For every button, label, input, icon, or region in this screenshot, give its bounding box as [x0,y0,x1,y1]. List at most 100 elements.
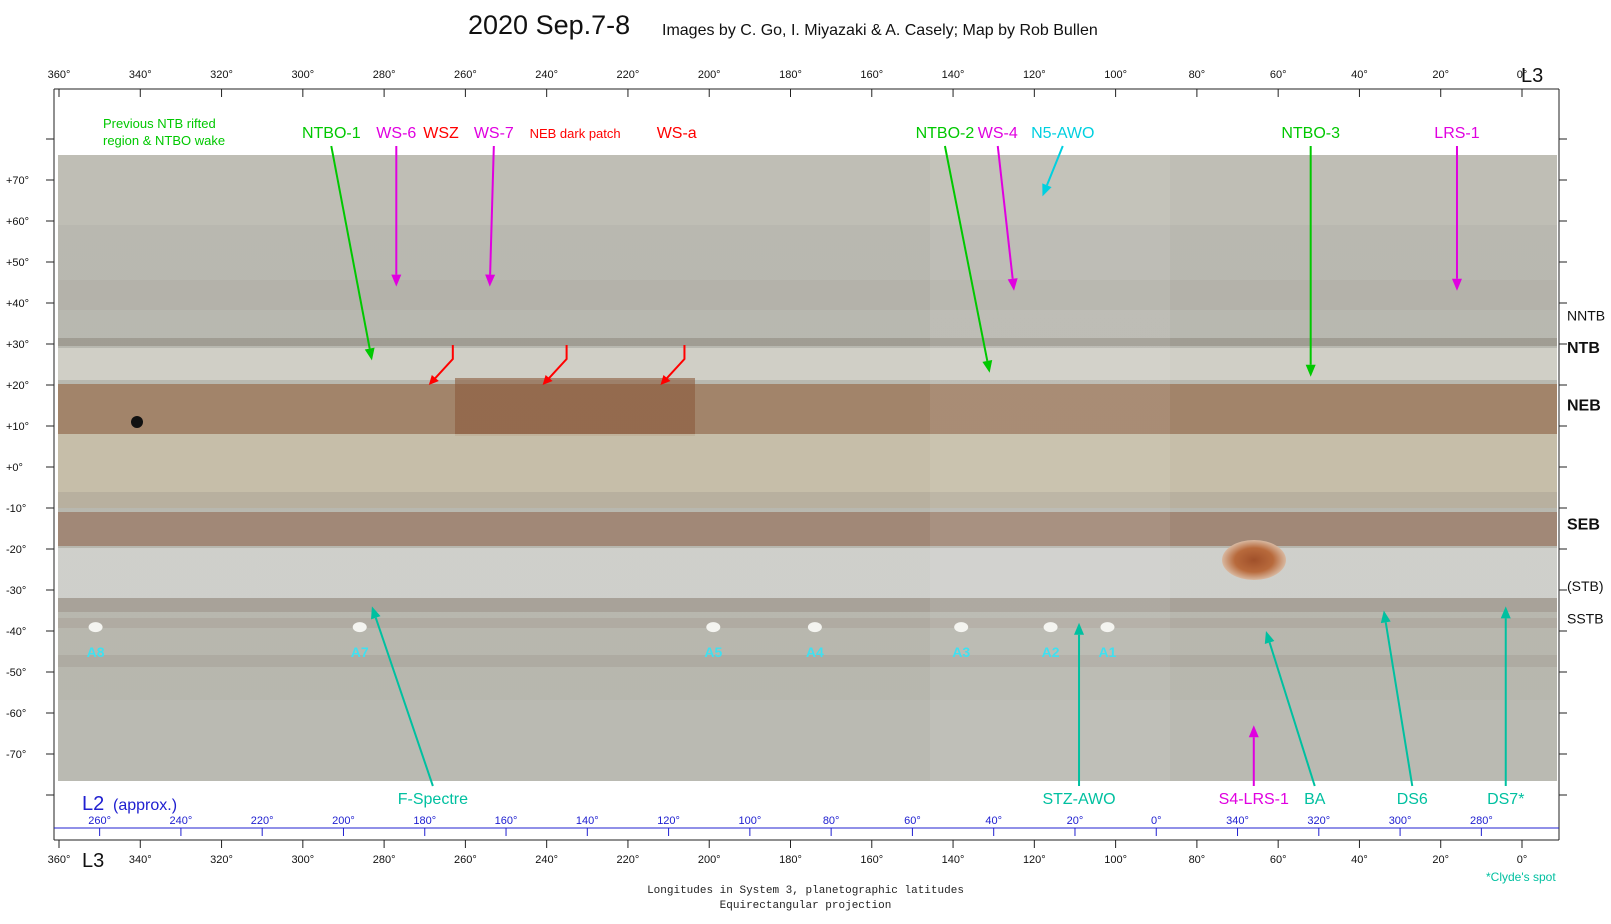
feature-label: NTBO-3 [1281,125,1340,142]
white-oval [807,622,822,633]
l3-bottom-tick-label: 40° [1351,854,1368,866]
l3-bottom-tick-label: 20° [1432,854,1449,866]
feature-arrow [374,617,434,787]
feature-label: F-Spectre [398,791,468,808]
l2-tick-label: 140° [576,815,599,827]
l3-bottom-tick-label: 0° [1517,854,1528,866]
l3-top-tick-label: 80° [1189,69,1206,81]
feature-arrow [996,145,1014,279]
belt-label: SSTB [1567,611,1604,627]
lat-tick-label: +70° [6,175,29,187]
l2-tick-label: 40° [985,815,1002,827]
lat-tick-label: +20° [6,380,29,392]
l2-tick-label: 260° [88,815,111,827]
lat-tick-label: -20° [6,544,26,556]
l3-top-tick-label: 20° [1432,69,1449,81]
footnote: *Clyde's spot [1486,870,1556,884]
white-oval [954,622,969,633]
l3-bottom-tick-label: 60° [1270,854,1287,866]
oval-label: A8 [87,644,105,660]
lat-tick-label: -30° [6,585,26,597]
lat-tick-label: -50° [6,667,26,679]
oval-label: A3 [952,644,970,660]
l3-bottom-tick-label: 180° [779,854,802,866]
l3-top-tick-label: 0° [1517,69,1528,81]
l3-top-tick-label: 220° [617,69,640,81]
lat-tick-label: +40° [6,298,29,310]
feature-arrow [943,145,989,362]
moon-shadow [131,416,143,428]
feature-arrow [1268,642,1316,787]
feature-arrowhead [1305,364,1316,377]
feature-label: DS6 [1397,791,1428,808]
belt-label: SEB [1567,516,1600,533]
feature-arrowhead [485,274,496,287]
lat-tick-label: +30° [6,339,29,351]
l2-tick-label: 100° [738,815,761,827]
note-line-2: region & NTBO wake [103,133,225,148]
feature-arrowhead [1451,278,1462,291]
feature-arrow [1046,145,1064,186]
feature-label: WS-a [657,125,697,142]
feature-label: DS7* [1487,791,1524,808]
feature-arrowhead [1074,622,1085,635]
feature-arrowhead [1264,631,1275,644]
lat-tick-label: +50° [6,257,29,269]
lat-tick-label: -40° [6,626,26,638]
white-oval [352,622,367,633]
l3-top-tick-label: 100° [1104,69,1127,81]
l3-bottom-tick-label: 280° [373,854,396,866]
l3-bottom-tick-label: 140° [942,854,965,866]
lat-tick-label: +60° [6,216,29,228]
lat-tick-label: -70° [6,749,26,761]
l3-bottom-tick-label: 160° [860,854,883,866]
lat-tick-label: -10° [6,503,26,515]
l3-top-tick-label: 260° [454,69,477,81]
l2-tick-label: 20° [1067,815,1084,827]
l2-tick-label: 300° [1389,815,1412,827]
feature-arrow [430,345,454,384]
l2-tick-label: 80° [823,815,840,827]
feature-arrow [661,345,686,384]
feature-arrowhead [371,606,381,620]
oval-label: A2 [1042,644,1060,660]
footer-line-1: Longitudes in System 3, planetographic l… [647,885,964,897]
feature-arrowhead [660,375,671,385]
oval-label: A1 [1099,644,1117,660]
feature-label: N5-AWO [1031,125,1094,142]
l2-approx-note: (approx.) [113,797,177,814]
feature-label: S4-LRS-1 [1219,791,1289,808]
feature-label: BA [1304,791,1326,808]
feature-label: WS-6 [376,125,416,142]
belt-label: (STB) [1567,578,1604,594]
l3-bottom-tick-label: 260° [454,854,477,866]
l2-tick-label: 0° [1151,815,1162,827]
l3-bottom-tick-label: 100° [1104,854,1127,866]
l2-tick-label: 60° [904,815,921,827]
l2-tick-label: 280° [1470,815,1493,827]
white-oval [706,622,721,633]
lat-tick-label: +10° [6,421,29,433]
feature-arrowhead [428,375,439,385]
feature-arrow [330,145,371,349]
bottom-system-label: L3 [82,850,104,872]
l3-bottom-tick-label: 200° [698,854,721,866]
l3-bottom-tick-label: 360° [48,854,71,866]
l3-top-tick-label: 140° [942,69,965,81]
l3-top-tick-label: 120° [1023,69,1046,81]
white-oval [88,622,103,633]
feature-label: NTBO-2 [916,125,975,142]
l2-system-label: L2 [82,793,104,815]
feature-arrowhead [1042,183,1052,197]
l2-tick-label: 180° [413,815,436,827]
l2-tick-label: 200° [332,815,355,827]
feature-arrowhead [1380,610,1391,624]
l3-top-tick-label: 300° [291,69,314,81]
map-title: 2020 Sep.7-8 [468,10,631,40]
feature-label: WSZ [423,125,459,142]
feature-label: WS-7 [474,125,514,142]
feature-label: NEB dark patch [530,126,621,141]
feature-arrow [489,145,495,275]
feature-arrowhead [1007,278,1018,291]
